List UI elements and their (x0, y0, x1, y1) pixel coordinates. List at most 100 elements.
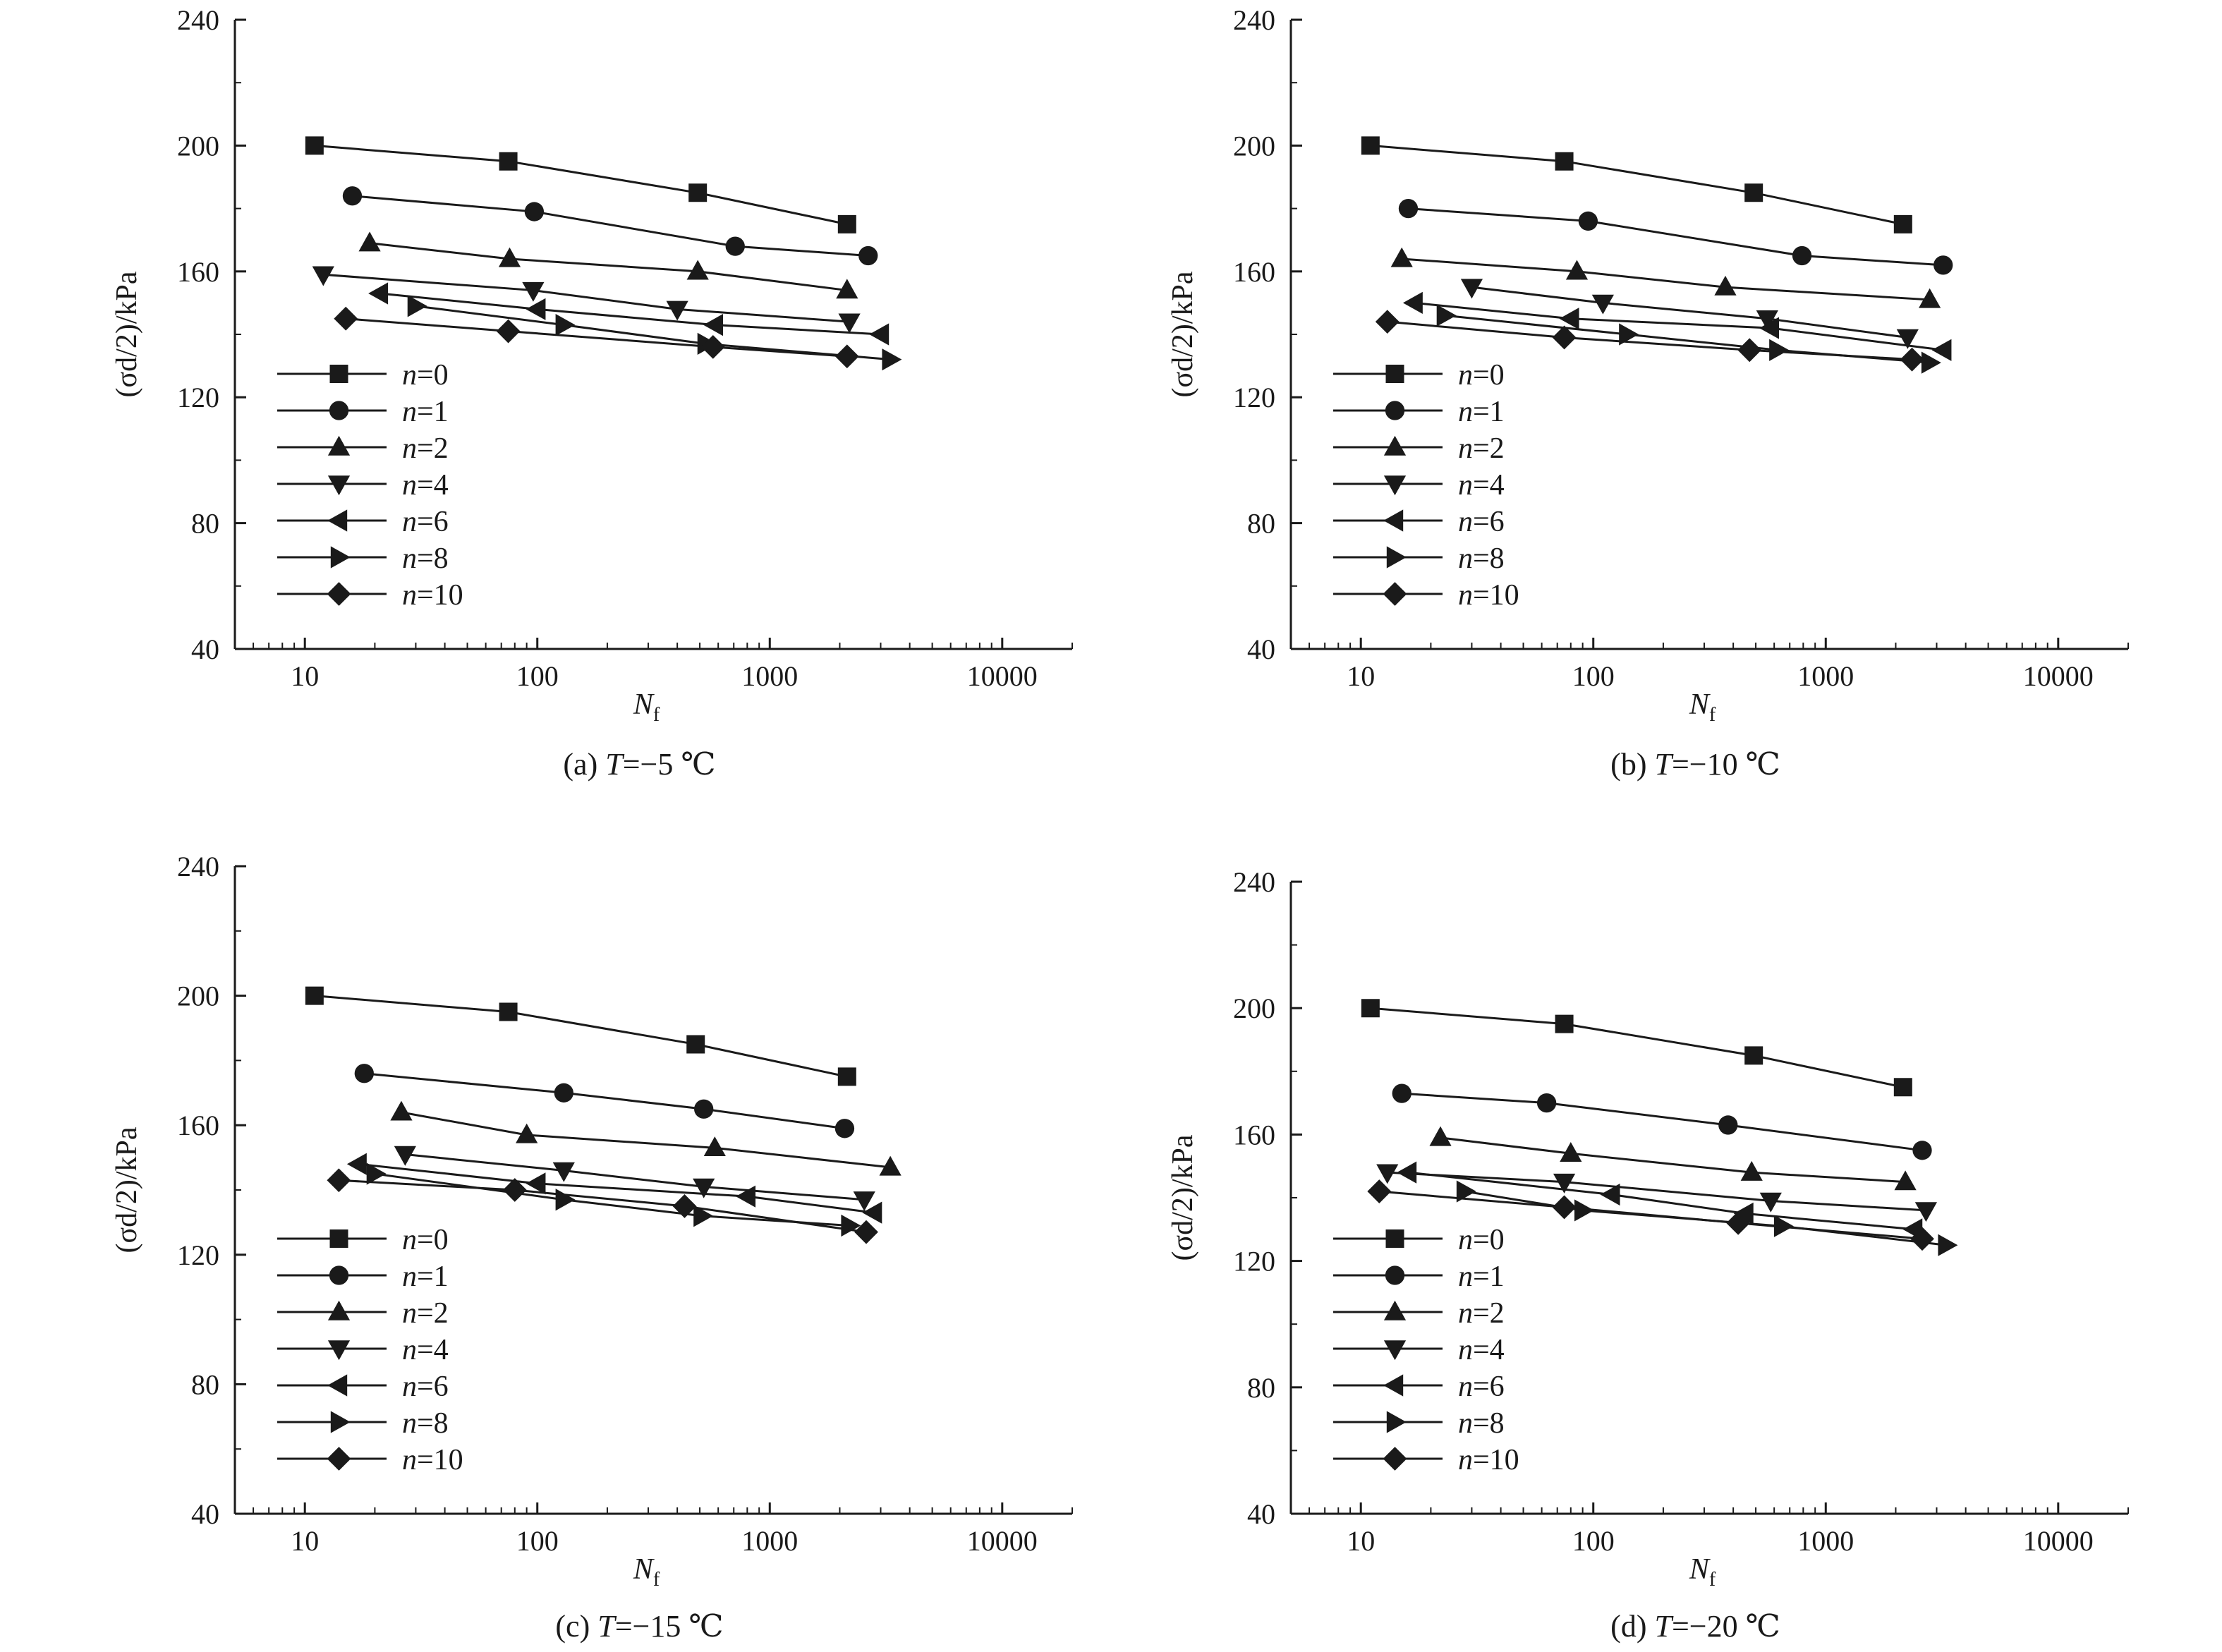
legend-label: n=8 (1458, 542, 1505, 575)
legend: n=0 n=1 n=2 n=4 n=6 n=8 n=10 (277, 359, 463, 612)
series-n-4 (394, 1146, 875, 1212)
legend-marker (1386, 546, 1407, 569)
data-point (1552, 325, 1577, 350)
series-line (1471, 286, 1908, 339)
legend-label: n=0 (1458, 359, 1505, 391)
data-point (366, 1162, 387, 1185)
y-tick-label: 80 (191, 508, 219, 540)
legend-marker (327, 435, 351, 456)
data-point (1910, 1227, 1934, 1251)
data-point (837, 214, 856, 233)
series-n-1 (354, 1064, 855, 1138)
legend-label: n=10 (402, 1444, 463, 1476)
data-point (1921, 351, 1941, 374)
data-point (1456, 1180, 1476, 1203)
data-point (834, 344, 859, 369)
legend-label: n=6 (402, 1371, 449, 1403)
legend-label: n=1 (402, 1261, 449, 1293)
data-point (836, 279, 858, 299)
y-tick-label: 80 (191, 1368, 219, 1400)
data-point (1397, 1161, 1417, 1184)
data-point (1574, 1199, 1594, 1222)
y-tick-label: 80 (1247, 508, 1275, 540)
series-n-4 (1460, 279, 1919, 349)
chart-panel-a: 40 80 120 160 200 240 10 100 1000 10000 Nf (σd/2)/k… (111, 4, 1073, 782)
data-point (1933, 255, 1953, 275)
series-line (1408, 1171, 1914, 1231)
legend-label: n=1 (1458, 396, 1505, 428)
panel-caption: (c) T=−15 ℃ (555, 1609, 723, 1644)
data-point (499, 152, 518, 171)
data-point (1893, 1078, 1912, 1097)
legend-label: n=2 (402, 432, 449, 465)
data-point (882, 348, 902, 371)
data-point (1744, 183, 1763, 202)
panel-caption: (d) T=−20 ℃ (1610, 1609, 1780, 1644)
data-point (1361, 999, 1380, 1018)
legend-label: n=8 (402, 542, 449, 575)
series-n-2 (1429, 1126, 1917, 1191)
series-line (1370, 144, 1904, 226)
legend: n=0 n=1 n=2 n=4 n=6 n=8 n=10 (1333, 359, 1519, 612)
data-point (1600, 1183, 1620, 1206)
chart-panel-c: 40 80 120 160 200 240 10 100 1000 10000 Nf (σd/2)/k… (111, 851, 1073, 1644)
data-point (693, 1205, 714, 1227)
data-point (1931, 339, 1952, 361)
series-n-4 (1376, 1164, 1938, 1222)
y-tick-label: 240 (177, 4, 219, 36)
legend-marker (327, 1300, 351, 1320)
y-tick-label: 240 (177, 851, 219, 882)
x-axis-title: Nf (633, 1553, 660, 1591)
data-point (1938, 1234, 1958, 1256)
data-point (1402, 291, 1423, 314)
series-line (1464, 1190, 1947, 1246)
series-line (1387, 1171, 1926, 1212)
legend-label: n=10 (1458, 1444, 1519, 1476)
data-point (554, 1083, 573, 1103)
series-line (1414, 301, 1943, 351)
data-point (1756, 310, 1778, 330)
data-point (390, 1100, 413, 1121)
y-axis-title: (σd/2)/kPa (111, 1126, 143, 1253)
legend-label: n=4 (1458, 469, 1505, 502)
series-n-8 (1456, 1180, 1958, 1256)
data-point (869, 323, 890, 346)
data-point (686, 1035, 705, 1054)
data-point (1555, 152, 1574, 171)
series-line (415, 305, 891, 361)
panel-caption: (b) T=−10 ℃ (1610, 747, 1780, 782)
data-point (1376, 1164, 1399, 1184)
data-point (879, 1155, 901, 1176)
series-n-8 (1436, 304, 1941, 374)
data-point (853, 1191, 875, 1212)
y-axis-title: (σd/2)/kPa (1167, 271, 1199, 397)
series-line (1370, 1007, 1904, 1088)
series-line (380, 292, 881, 336)
x-tick-label: 100 (1572, 1525, 1615, 1557)
legend-label: n=1 (402, 396, 449, 428)
data-point (1896, 329, 1919, 349)
legend-label: n=0 (402, 1224, 449, 1256)
data-point (526, 1172, 546, 1195)
legend-marker (329, 365, 348, 383)
data-point (312, 266, 334, 286)
y-axis-title: (σd/2)/kPa (1167, 1134, 1199, 1261)
data-point (1436, 304, 1457, 327)
data-point (1375, 310, 1400, 334)
data-point (305, 136, 324, 155)
data-point (526, 298, 546, 320)
data-point (354, 1064, 374, 1083)
series-n-10 (327, 1168, 878, 1244)
series-line (346, 317, 847, 358)
y-tick-label: 200 (177, 980, 219, 1012)
series-n-6 (346, 1153, 882, 1224)
legend-label: n=0 (1458, 1224, 1505, 1256)
series-n-10 (334, 306, 859, 369)
legend-marker (1383, 582, 1407, 606)
x-axis-title: Nf (1689, 1553, 1716, 1591)
legend-marker (329, 1229, 348, 1248)
x-tick-label: 10000 (2023, 660, 2094, 692)
series-n-0 (1361, 136, 1912, 233)
series-n-1 (342, 186, 878, 266)
legend-marker (329, 1265, 349, 1285)
